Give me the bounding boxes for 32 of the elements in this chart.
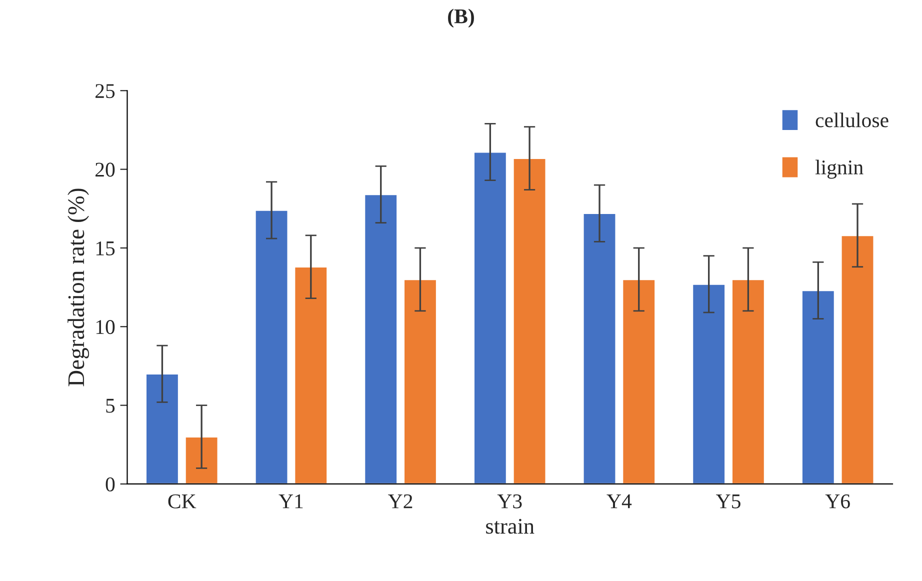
bar xyxy=(403,278,438,484)
bar xyxy=(512,158,547,484)
y-tick-label: 0 xyxy=(106,477,115,492)
bar xyxy=(145,373,180,484)
bar xyxy=(840,234,875,484)
x-tick-label: Y1 xyxy=(278,494,303,508)
y-tick-label: 10 xyxy=(96,320,115,334)
y-tick-label: 15 xyxy=(96,241,115,256)
bar xyxy=(582,212,617,484)
y-axis-title: Degradation rate (%) xyxy=(68,188,90,386)
y-tick-label: 20 xyxy=(96,162,115,177)
x-axis-title: strain xyxy=(486,518,534,534)
bar xyxy=(184,436,219,484)
y-tick-label: 5 xyxy=(106,398,115,413)
y-tick-label: 25 xyxy=(96,84,115,98)
bar xyxy=(692,283,726,484)
x-tick-label: Y6 xyxy=(825,494,850,508)
bar xyxy=(254,210,289,484)
legend-label: lignin xyxy=(815,160,864,179)
bar xyxy=(364,194,398,484)
chart-title: (B) xyxy=(448,8,474,28)
x-tick-label: Y4 xyxy=(606,494,632,508)
x-tick-label: CK xyxy=(168,494,196,508)
bar xyxy=(294,266,328,484)
x-tick-label: Y2 xyxy=(388,494,412,508)
x-tick-label: Y3 xyxy=(497,494,522,508)
bar xyxy=(801,290,836,484)
bar xyxy=(622,278,656,484)
bar xyxy=(731,278,766,484)
legend-label: cellulose xyxy=(816,112,888,128)
x-tick-label: Y5 xyxy=(716,494,740,508)
bar xyxy=(473,151,508,484)
